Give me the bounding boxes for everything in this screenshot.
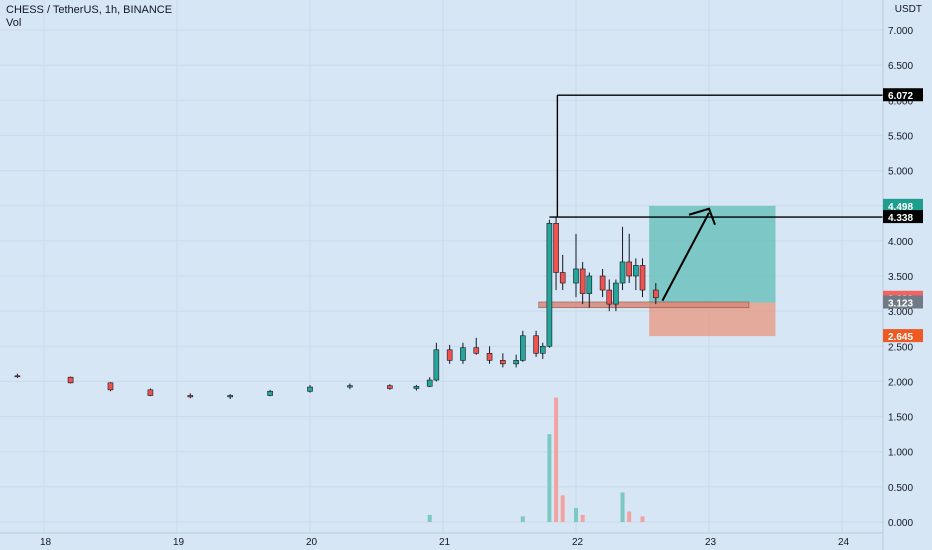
price-label: 3.123 xyxy=(888,298,913,309)
candle-down xyxy=(486,353,493,361)
volume-bar xyxy=(560,495,565,522)
candle-up xyxy=(513,360,519,365)
candle-up xyxy=(546,222,553,347)
volume-bar xyxy=(547,434,552,522)
candle-down xyxy=(500,360,506,365)
candle-up xyxy=(433,349,440,381)
volume-bar xyxy=(554,397,559,522)
price-label-tag xyxy=(883,198,923,212)
y-tick-label: 1.500 xyxy=(888,413,913,424)
projection-arrow[interactable] xyxy=(661,212,710,302)
y-tick-label: 2.500 xyxy=(888,342,913,353)
volume-bar xyxy=(620,492,625,522)
y-tick-label: 4.000 xyxy=(888,237,913,248)
candle-down xyxy=(187,395,194,398)
candle-up xyxy=(539,345,546,354)
candle-down xyxy=(559,272,566,284)
candle-down xyxy=(626,261,633,277)
candle-down xyxy=(533,335,539,354)
candle-down xyxy=(606,289,613,305)
price-label-tag xyxy=(883,329,923,343)
y-tick-label: 1.000 xyxy=(888,448,913,459)
y-tick-label: 3.500 xyxy=(888,272,913,283)
price-label-tag xyxy=(883,88,923,102)
volume-bar xyxy=(580,514,585,522)
x-tick-label: 21 xyxy=(439,537,451,548)
candle-down xyxy=(107,382,114,391)
y-tick-label: 0.500 xyxy=(888,483,913,494)
y-tick-label: 7.000 xyxy=(888,26,913,37)
candle-up xyxy=(307,386,313,392)
volume-bar xyxy=(520,516,525,522)
candle-down xyxy=(639,265,646,291)
y-tick-label: 3.000 xyxy=(888,307,913,318)
candle-down xyxy=(579,268,586,294)
arrow-head xyxy=(688,207,716,226)
candle-down xyxy=(553,222,559,273)
volume-indicator-label[interactable]: Vol xyxy=(6,17,22,29)
candle-up xyxy=(613,282,619,305)
candle-up xyxy=(267,390,273,396)
candle-down xyxy=(473,347,480,354)
y-tick-label: 0.000 xyxy=(888,518,913,529)
candle-up xyxy=(633,265,639,277)
price-label-tag xyxy=(883,295,923,309)
chart-header: CHESS / TetherUS, 1h, BINANCE Vol xyxy=(6,4,172,30)
volume-bar xyxy=(574,507,578,522)
candle-down xyxy=(599,275,606,291)
candle-up xyxy=(413,386,420,389)
candle-down xyxy=(14,375,21,378)
price-label-tag xyxy=(883,210,923,224)
y-tick-label: 2.000 xyxy=(888,377,913,388)
price-label: 2.645 xyxy=(888,332,913,343)
candle-up xyxy=(586,275,593,294)
candle-up xyxy=(619,261,626,284)
candle-up xyxy=(347,385,353,388)
price-label: 4.498 xyxy=(888,202,913,213)
x-tick-label: 24 xyxy=(838,537,850,548)
y-tick-label: 6.000 xyxy=(888,96,913,107)
volume-bar xyxy=(627,511,632,522)
x-tick-label: 23 xyxy=(705,537,717,548)
price-label: 4.338 xyxy=(888,213,913,224)
x-tick-label: 18 xyxy=(40,537,52,548)
candle-down xyxy=(67,376,74,384)
currency-label: USDT xyxy=(894,4,922,15)
y-tick-label: 5.500 xyxy=(888,131,913,142)
y-tick-label: 5.000 xyxy=(888,167,913,178)
candle-up xyxy=(426,379,433,387)
volume-bar xyxy=(427,514,432,522)
x-tick-label: 19 xyxy=(173,537,185,548)
x-tick-label: 20 xyxy=(306,537,318,548)
volume-bar xyxy=(640,516,645,522)
y-tick-label: 6.500 xyxy=(888,61,913,72)
symbol-title[interactable]: CHESS / TetherUS, 1h, BINANCE xyxy=(6,4,173,16)
candle-down xyxy=(446,349,453,361)
price-label: 6.072 xyxy=(888,91,913,102)
candle-up xyxy=(573,268,579,284)
x-tick-label: 22 xyxy=(572,537,584,548)
candle-down xyxy=(386,385,393,389)
stop-loss-zone[interactable] xyxy=(649,302,776,337)
candle-up xyxy=(519,335,526,361)
candle-up xyxy=(227,395,233,398)
support-zone[interactable] xyxy=(538,301,750,309)
candle-up xyxy=(460,347,466,361)
candle-down xyxy=(652,289,659,299)
candle-down xyxy=(147,389,154,396)
